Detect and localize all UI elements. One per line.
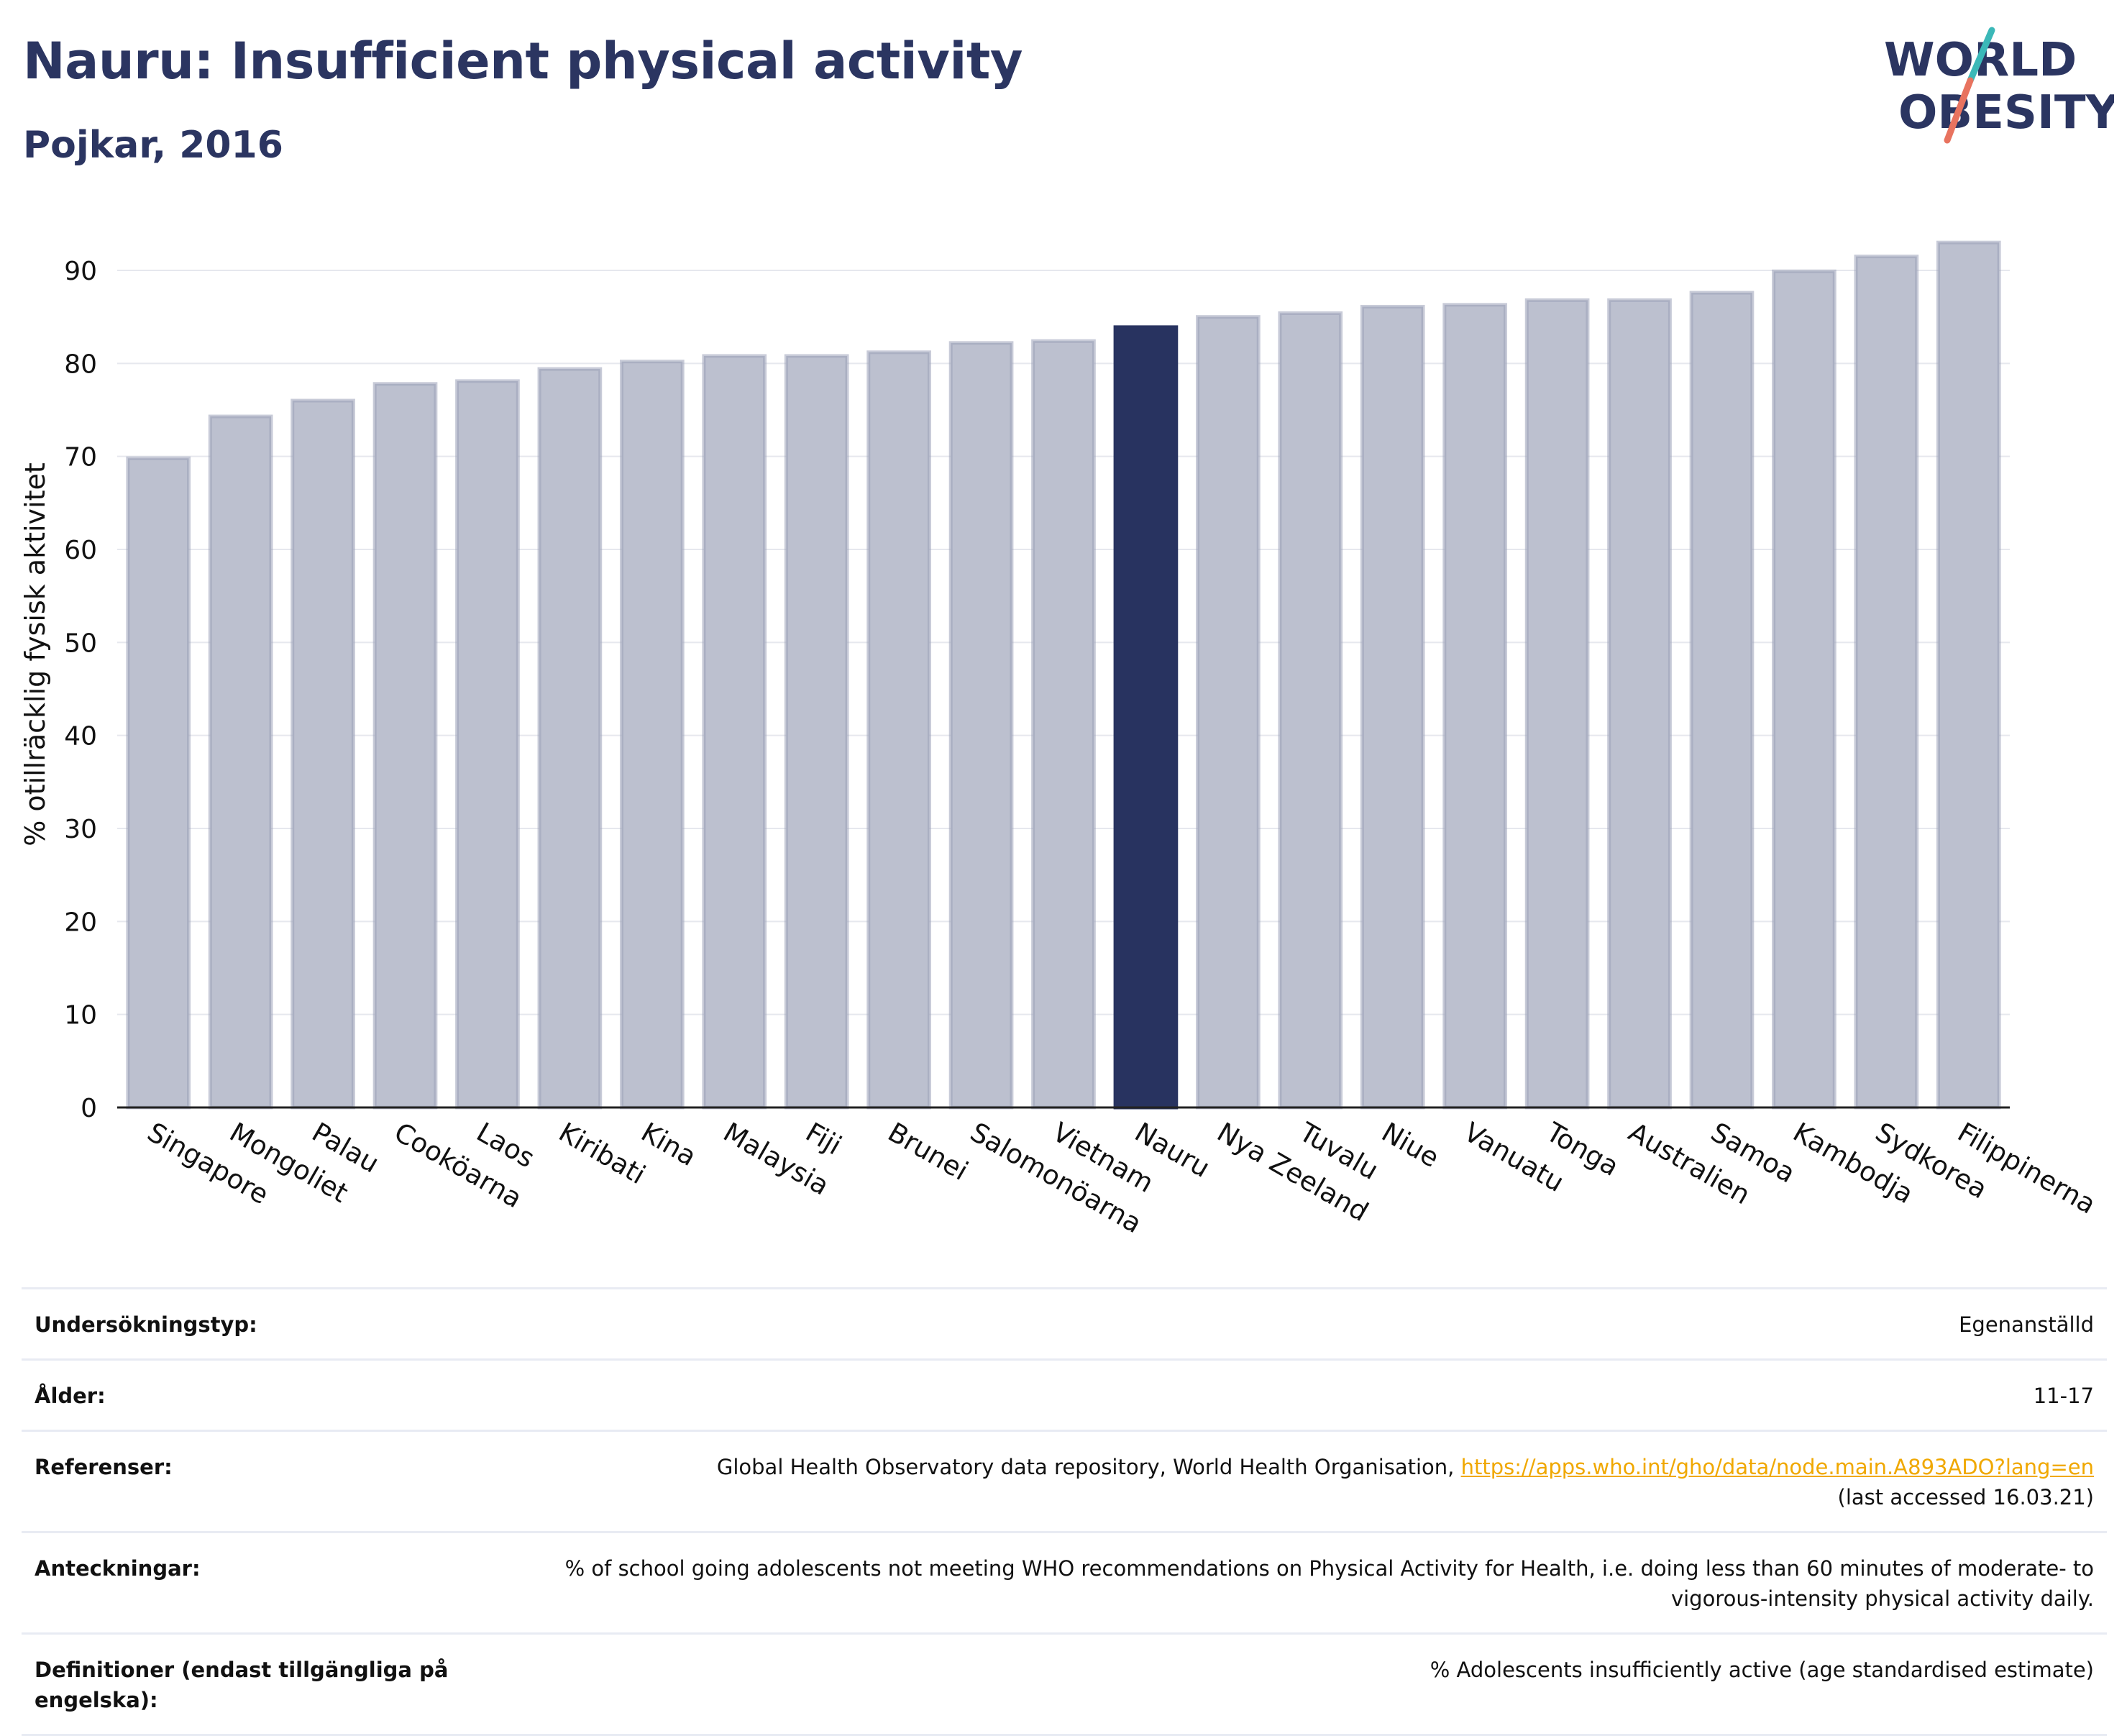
x-tick-label: Fiji <box>800 1117 846 1161</box>
y-tick-label: 20 <box>64 908 97 937</box>
y-tick-labels: 0 10 20 30 40 50 60 70 80 90 <box>64 257 97 1123</box>
y-tick-label: 60 <box>64 536 97 565</box>
survey-value: Egenanställd <box>1959 1312 2094 1337</box>
info-row-age: Ålder: 11-17 <box>22 1361 2107 1432</box>
definitions-value: % Adolescents insufficiently active (age… <box>1430 1658 2094 1682</box>
y-tick-label: 50 <box>64 629 97 658</box>
y-tick-label: 90 <box>64 257 97 286</box>
definitions-label: Definitioner (endast tillgängliga på eng… <box>35 1658 449 1712</box>
bars <box>126 240 2001 1110</box>
bar-singapore <box>126 456 191 1110</box>
bar-kina <box>619 360 685 1110</box>
x-tick-label: Brunei <box>883 1117 974 1187</box>
bar-niue <box>1360 304 1425 1110</box>
y-tick-label: 0 <box>81 1094 97 1123</box>
logo-slash-coral <box>1944 77 1974 144</box>
info-row-definitions: Definitioner (endast tillgängliga på eng… <box>22 1635 2107 1736</box>
bar-tuvalu <box>1278 311 1343 1110</box>
world-obesity-logo: WORLD OBESITY <box>1884 27 2114 144</box>
y-tick-label: 80 <box>64 350 97 379</box>
bar-salomonöarna <box>948 341 1014 1110</box>
y-tick-label: 40 <box>64 722 97 751</box>
references-text: Global Health Observatory data repositor… <box>716 1455 1461 1479</box>
y-axis-label: % otillräcklig fysisk aktivitet <box>19 462 51 846</box>
references-label: Referenser: <box>35 1455 173 1479</box>
bar-mongoliet <box>208 414 273 1110</box>
bar-nauru <box>1113 325 1179 1110</box>
bar-vanuatu <box>1442 303 1508 1110</box>
y-tick-label: 10 <box>64 1001 97 1031</box>
bar-sydkorea <box>1854 255 1919 1110</box>
x-tick-label: Kiribati <box>554 1117 651 1191</box>
bar-tonga <box>1524 298 1590 1110</box>
x-tick-label: Niue <box>1376 1117 1444 1174</box>
chart-title: Nauru: Insufficient physical activity <box>23 32 1023 91</box>
bar-kiribati <box>537 367 603 1110</box>
references-link[interactable]: https://apps.who.int/gho/data/node.main.… <box>1460 1455 2094 1479</box>
bar-cooköarna <box>372 382 438 1110</box>
survey-label: Undersökningstyp: <box>35 1312 257 1337</box>
y-tick-label: 70 <box>64 443 97 472</box>
bar-malaysia <box>702 354 767 1110</box>
notes-label: Anteckningar: <box>35 1556 201 1581</box>
age-value: 11-17 <box>2033 1384 2094 1408</box>
notes-value: % of school going adolescents not meetin… <box>564 1556 2094 1611</box>
bar-palau <box>291 398 355 1110</box>
bar-kambodja <box>1772 269 1836 1110</box>
bar-nya-zeeland <box>1196 315 1261 1110</box>
bar-australien <box>1607 298 1672 1110</box>
bar-filippinerna <box>1936 240 2001 1110</box>
info-row-notes: Anteckningar: % of school going adolesce… <box>22 1533 2107 1635</box>
age-label: Ålder: <box>35 1384 106 1408</box>
bar-fiji <box>784 354 849 1110</box>
references-accessed: (last accessed 16.03.21) <box>1837 1485 2094 1509</box>
info-row-survey: Undersökningstyp: Egenanställd <box>22 1289 2107 1361</box>
info-table: Undersökningstyp: Egenanställd Ålder: 11… <box>22 1287 2107 1736</box>
logo-slash-teal <box>1967 27 1995 84</box>
bar-laos <box>455 379 520 1110</box>
logo-line2: OBESITY <box>1898 86 2114 140</box>
info-row-references: Referenser: Global Health Observatory da… <box>22 1432 2107 1533</box>
bar-vietnam <box>1031 339 1096 1110</box>
bar-brunei <box>866 350 931 1110</box>
bar-chart: 0 10 20 30 40 50 60 70 80 90 SingaporeMongolietPa… <box>19 240 2101 1239</box>
y-tick-label: 30 <box>64 815 97 844</box>
references-value: Global Health Observatory data repositor… <box>495 1452 2094 1512</box>
chart-subtitle: Pojkar, 2016 <box>23 124 283 167</box>
bar-samoa <box>1689 291 1755 1110</box>
